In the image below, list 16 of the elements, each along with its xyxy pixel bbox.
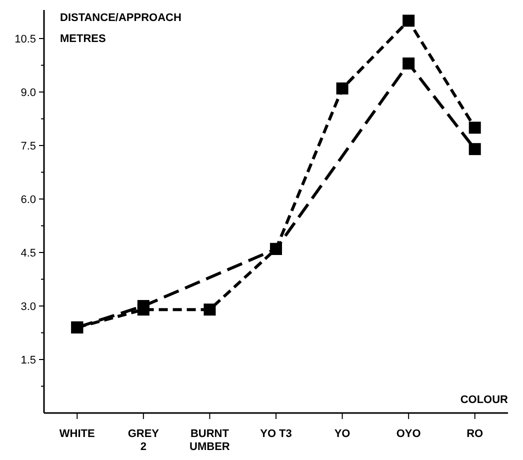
y-tick-label: 4.5 bbox=[20, 247, 36, 260]
x-tick-label: RO bbox=[466, 428, 484, 440]
x-tick-label: GREY 2 bbox=[128, 428, 160, 453]
y-tick-label: 3.0 bbox=[20, 300, 36, 313]
y-axis-title: DISTANCE/APPROACH METRES bbox=[60, 12, 182, 45]
x-tick-label: WHITE bbox=[59, 428, 95, 440]
x-tick-label: YO bbox=[334, 428, 351, 440]
x-tick-label: BURNT UMBER bbox=[190, 428, 230, 453]
x-axis-title: COLOUR bbox=[460, 394, 508, 406]
y-tick-label: 9.0 bbox=[20, 86, 36, 99]
y-tick-label: 7.5 bbox=[20, 140, 36, 152]
x-tick-label: OYO bbox=[396, 428, 422, 440]
y-tick-label: 10.5 bbox=[14, 33, 36, 46]
x-tick-label: YO T3 bbox=[260, 428, 292, 440]
y-tick-label: 6.0 bbox=[20, 194, 36, 206]
y-tick-label: 1.5 bbox=[20, 354, 36, 366]
